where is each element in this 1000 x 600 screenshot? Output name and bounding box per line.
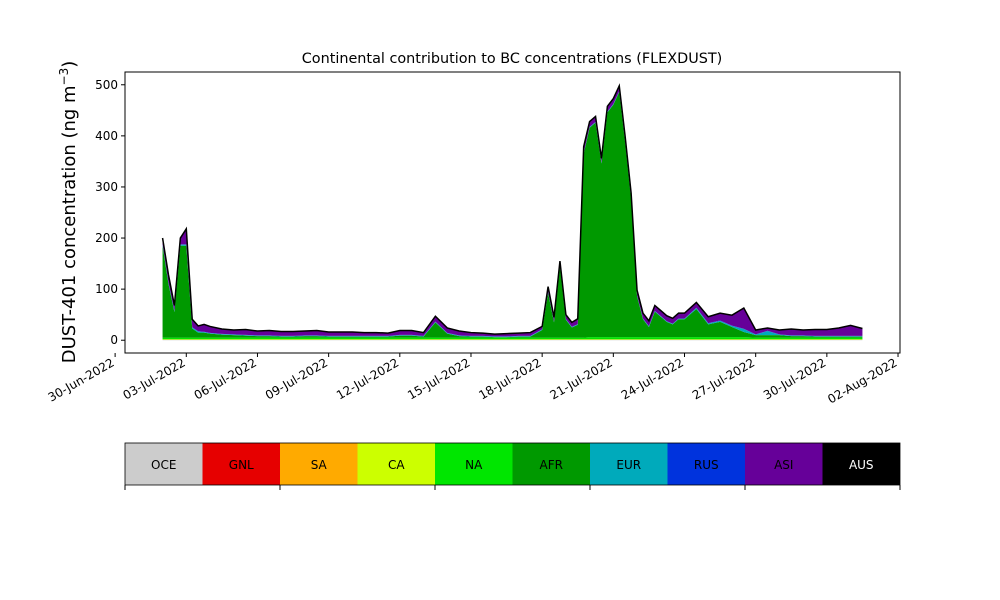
- y-tick-label: 100: [95, 282, 118, 296]
- legend-frame: [124, 442, 901, 486]
- legend-label-ca: CA: [388, 458, 405, 472]
- legend-label-na: NA: [465, 458, 483, 472]
- legend-label-eur: EUR: [616, 458, 641, 472]
- y-axis-label: DUST-401 concentration (ng m−3): [57, 61, 80, 364]
- x-tick-label: 09-Jul-2022: [263, 355, 330, 402]
- y-tick-label: 500: [95, 78, 118, 92]
- legend-swatch-aus: [822, 443, 900, 485]
- legend-swatch-sa: [280, 443, 358, 485]
- area-series-aus: [162, 85, 863, 335]
- area-series-rus: [162, 91, 863, 337]
- x-tick-label: 02-Aug-2022: [825, 355, 899, 406]
- y-tick-label: 300: [95, 180, 118, 194]
- x-tick-label: 06-Jul-2022: [192, 355, 259, 402]
- x-tick-label: 03-Jul-2022: [120, 355, 187, 402]
- y-tick-label: 200: [95, 231, 118, 245]
- legend-swatch-eur: [590, 443, 668, 485]
- x-tick-label: 15-Jul-2022: [405, 355, 472, 402]
- legend-swatch-asi: [745, 443, 823, 485]
- legend-label-rus: RUS: [694, 458, 719, 472]
- legend-label-aus: AUS: [849, 458, 874, 472]
- total-line: [161, 83, 863, 335]
- x-tick-label: 21-Jul-2022: [548, 355, 615, 402]
- x-tick-label: 30-Jun-2022: [46, 355, 117, 404]
- x-tick-label: 12-Jul-2022: [334, 355, 401, 402]
- legend-swatch-afr: [512, 443, 590, 485]
- plot-frame: [124, 71, 901, 354]
- chart-title: Continental contribution to BC concentra…: [302, 51, 723, 67]
- y-tick-label: 0: [110, 333, 118, 347]
- stacked-areas: [162, 85, 863, 341]
- x-tick-label: 18-Jul-2022: [476, 355, 543, 402]
- x-tick-label: 24-Jul-2022: [619, 355, 686, 402]
- legend-label-asi: ASI: [774, 458, 793, 472]
- area-series-asi: [162, 86, 863, 337]
- legend-colorbar: OCE GNL SA CA NA AFR EUR RUS ASI AUS: [124, 442, 901, 490]
- x-tick-label: 30-Jul-2022: [761, 355, 828, 402]
- legend-label-afr: AFR: [540, 458, 563, 472]
- legend-swatch-rus: [667, 443, 745, 485]
- legend-swatch-na: [435, 443, 513, 485]
- legend-label-gnl: GNL: [229, 458, 254, 472]
- legend-swatch-ca: [357, 443, 435, 485]
- legend-label-oce: OCE: [151, 458, 176, 472]
- area-series-eur: [162, 91, 863, 338]
- area-series-afr: [162, 91, 863, 338]
- x-tick-label: 27-Jul-2022: [690, 355, 757, 402]
- y-axis: 0 100 200 300 400 500: [95, 78, 125, 347]
- legend-label-sa: SA: [311, 458, 328, 472]
- x-axis: 30-Jun-2022 03-Jul-2022 06-Jul-2022 09-Jul-…: [46, 353, 900, 406]
- legend-swatch-gnl: [202, 443, 280, 485]
- legend-swatch-oce: [125, 443, 203, 485]
- total-outline: [161, 83, 863, 335]
- area-series-ca: [162, 339, 863, 340]
- y-tick-label: 400: [95, 129, 118, 143]
